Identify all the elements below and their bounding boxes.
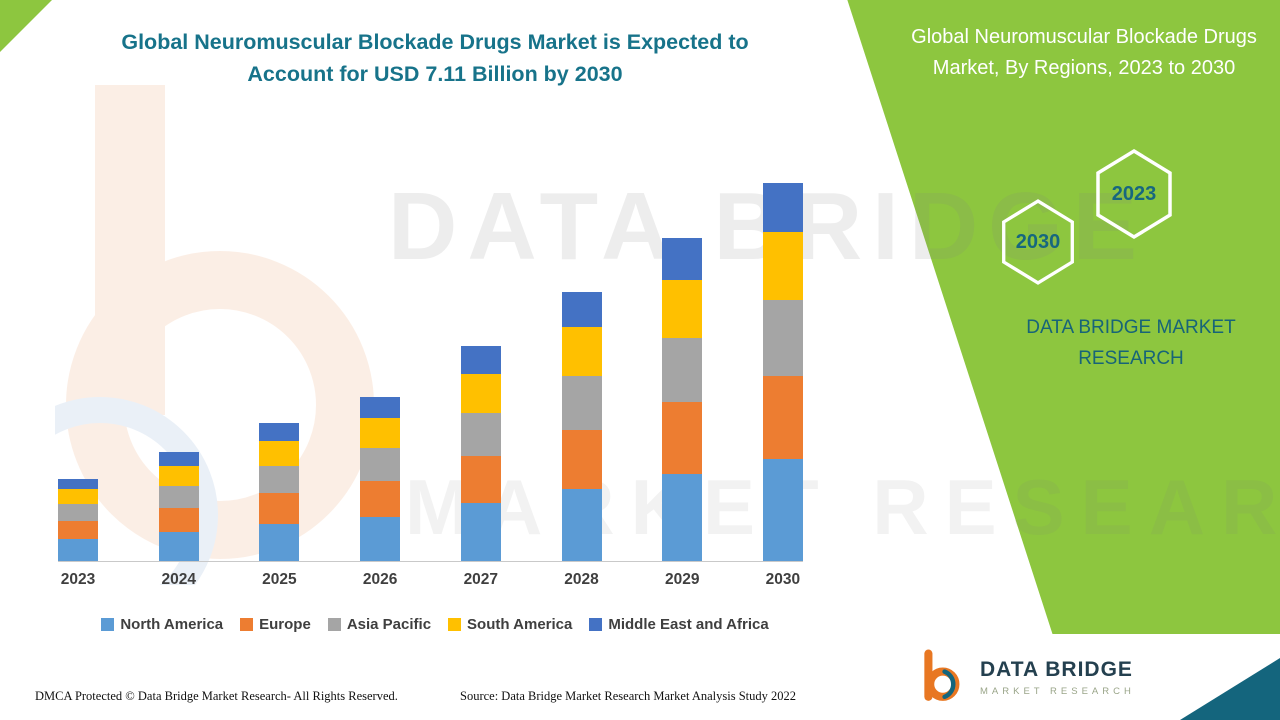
bar-segment-2030-middle-east-and-africa <box>762 183 803 233</box>
bar-segment-2027-asia-pacific <box>460 412 501 456</box>
bar-segment-2024-asia-pacific <box>158 485 199 508</box>
legend-item-north-america: North America <box>101 616 223 633</box>
bar-2028 <box>561 292 602 561</box>
bar-segment-2029-asia-pacific <box>662 338 703 403</box>
bar-segment-2029-middle-east-and-africa <box>662 237 703 281</box>
stacked-bar-chart: 2023 2024 2025 2026 2027 2028 2029 2030 <box>58 181 803 589</box>
legend-label-middle-east-and-africa: Middle East and Africa <box>608 616 769 633</box>
bar-2029 <box>662 237 703 561</box>
text-watermark-line1: DATA BRIDGE <box>388 173 1147 280</box>
bar-segment-2028-south-america <box>561 327 602 376</box>
bar-segment-2029-europe <box>662 402 703 474</box>
bar-segment-2025-asia-pacific <box>259 465 300 494</box>
bar-2025 <box>259 423 300 561</box>
logo-text-block: DATA BRIDGE MARKET RESEARCH <box>980 658 1135 697</box>
legend-label-asia-pacific: Asia Pacific <box>346 616 432 633</box>
hexagon-2023: 2023 <box>1092 148 1176 240</box>
bars-row <box>58 181 803 562</box>
bar-segment-2026-europe <box>360 480 401 517</box>
bar-2026 <box>360 397 401 561</box>
x-axis-label-2030: 2030 <box>765 571 801 588</box>
bar-segment-2027-middle-east-and-africa <box>460 345 501 374</box>
bar-segment-2030-south-america <box>762 232 803 301</box>
bar-segment-2028-north-america <box>561 488 602 561</box>
legend-swatch-north-america <box>101 618 115 631</box>
text-watermark-line2: MARKET RESEARCH <box>405 463 1280 551</box>
bar-segment-2026-north-america <box>360 516 401 561</box>
bar-segment-2028-europe <box>561 429 602 489</box>
legend-label-south-america: South America <box>467 616 573 633</box>
bar-2024 <box>158 451 199 561</box>
bar-segment-2030-asia-pacific <box>762 300 803 376</box>
bar-segment-2028-middle-east-and-africa <box>561 292 602 328</box>
hexagon-outline-icon <box>1096 148 1172 240</box>
chart-title-line2: Account for USD 7.11 Billion by 2030 <box>247 62 623 87</box>
bar-2023 <box>58 478 98 561</box>
hexagon-outline-icon <box>1002 199 1074 285</box>
bar-segment-2026-south-america <box>360 418 401 448</box>
bar-segment-2024-north-america <box>158 531 199 561</box>
bar-segment-2025-north-america <box>259 523 300 561</box>
x-axis-label-2025: 2025 <box>262 571 297 588</box>
bar-segment-2027-south-america <box>460 373 501 413</box>
chart-legend: North America Europe Asia Pacific South Ame… <box>30 616 840 633</box>
side-panel-title: Global Neuromuscular Blockade Drugs Mark… <box>911 26 1257 79</box>
hexagon-2030-label: 2030 <box>1015 230 1061 253</box>
bar-segment-2023-asia-pacific <box>58 504 98 521</box>
logo-name: DATA BRIDGE <box>980 657 1133 681</box>
source-note: Source: Data Bridge Market Research Mark… <box>460 689 797 703</box>
legend-label-north-america: North America <box>120 616 224 633</box>
x-axis-label-2024: 2024 <box>161 571 196 588</box>
x-axis-label-2028: 2028 <box>564 571 599 588</box>
side-panel-brand-text: DATA BRIDGE MARKET RESEARCH <box>1000 312 1262 375</box>
legend-item-south-america: South America <box>448 616 572 633</box>
hexagon-2030: 2030 <box>998 198 1078 286</box>
x-axis-label-2026: 2026 <box>362 571 398 588</box>
x-axis-label-2027: 2027 <box>463 571 499 588</box>
bar-segment-2024-south-america <box>158 466 199 486</box>
bar-segment-2023-middle-east-and-africa <box>58 478 98 490</box>
legend-swatch-europe <box>240 618 254 631</box>
bar-segment-2025-south-america <box>259 441 300 466</box>
bar-segment-2028-asia-pacific <box>561 375 602 430</box>
legend-label-europe: Europe <box>259 616 311 633</box>
x-axis-label-2023: 2023 <box>60 571 96 588</box>
bar-segment-2029-south-america <box>662 280 703 339</box>
bar-segment-2027-europe <box>460 455 501 503</box>
logo-watermark <box>55 85 374 585</box>
legend-swatch-south-america <box>448 618 462 631</box>
x-axis-label-2029: 2029 <box>664 571 700 588</box>
bar-segment-2027-north-america <box>460 503 501 561</box>
legend-swatch-middle-east-and-africa <box>589 618 603 631</box>
brand-text-line2: RESEARCH <box>1078 348 1184 370</box>
x-axis-labels: 2023 2024 2025 2026 2027 2028 2029 2030 <box>58 571 803 589</box>
logo-subtitle: MARKET RESEARCH <box>980 685 1135 697</box>
bar-segment-2030-europe <box>762 375 803 459</box>
bar-segment-2026-asia-pacific <box>360 447 401 481</box>
chart-title-line1: Global Neuromuscular Blockade Drugs Mark… <box>121 30 749 54</box>
bar-2027 <box>460 345 501 561</box>
chart-title: Global Neuromuscular Blockade Drugs Mark… <box>45 26 825 91</box>
legend-item-asia-pacific: Asia Pacific <box>327 616 432 633</box>
bar-segment-2026-middle-east-and-africa <box>360 397 401 419</box>
bar-segment-2025-europe <box>259 493 300 524</box>
bar-segment-2024-europe <box>158 507 199 532</box>
legend-item-europe: Europe <box>240 616 311 633</box>
legend-swatch-asia-pacific <box>327 618 341 631</box>
legend-item-middle-east-and-africa: Middle East and Africa <box>589 616 769 633</box>
bar-segment-2023-north-america <box>58 538 98 561</box>
bar-segment-2023-europe <box>58 520 98 539</box>
bar-segment-2029-north-america <box>662 473 703 561</box>
bar-segment-2025-middle-east-and-africa <box>259 423 300 442</box>
brand-text-line1: DATA BRIDGE MARKET <box>1026 317 1236 338</box>
bar-segment-2023-south-america <box>58 489 98 505</box>
bar-2030 <box>762 183 803 561</box>
hexagon-2023-label: 2023 <box>1111 182 1157 205</box>
bar-segment-2024-middle-east-and-africa <box>158 451 199 467</box>
bar-segment-2030-north-america <box>762 458 803 561</box>
dmca-notice: DMCA Protected © Data Bridge Market Rese… <box>35 689 398 703</box>
data-bridge-logo-icon <box>924 649 960 701</box>
